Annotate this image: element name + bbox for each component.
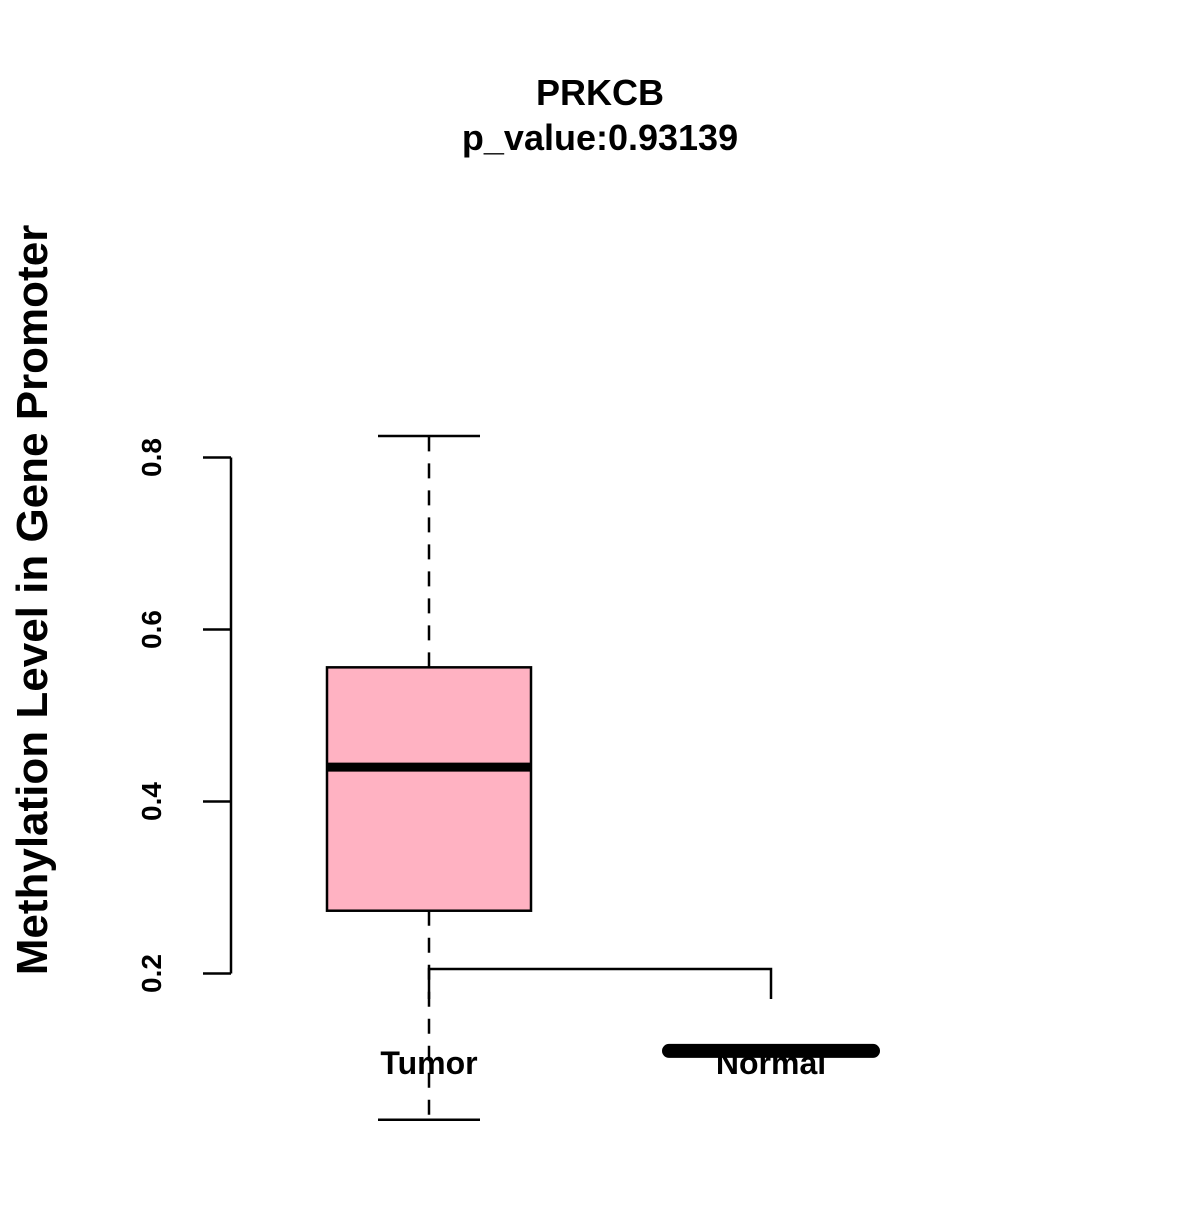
y-axis: 0.2 0.4 0.6 0.8 <box>136 438 233 993</box>
y-tick-label: 0.8 <box>136 438 167 477</box>
y-tick-label: 0.2 <box>136 954 167 993</box>
boxes-group <box>325 434 880 1121</box>
significance-bracket <box>427 967 773 999</box>
box-iqr <box>325 666 533 912</box>
y-axis-label: Methylation Level in Gene Promoter <box>8 225 57 976</box>
x-tick-label-normal: Normal <box>716 1045 826 1081</box>
chart-subtitle: p_value:0.93139 <box>462 117 738 158</box>
y-tick-label: 0.6 <box>136 610 167 649</box>
chart-title: PRKCB <box>536 72 664 113</box>
x-tick-label-tumor: Tumor <box>380 1045 477 1081</box>
y-tick-label: 0.4 <box>136 782 167 821</box>
box-tumor <box>325 434 533 1121</box>
x-axis: Tumor Normal <box>380 967 826 1081</box>
